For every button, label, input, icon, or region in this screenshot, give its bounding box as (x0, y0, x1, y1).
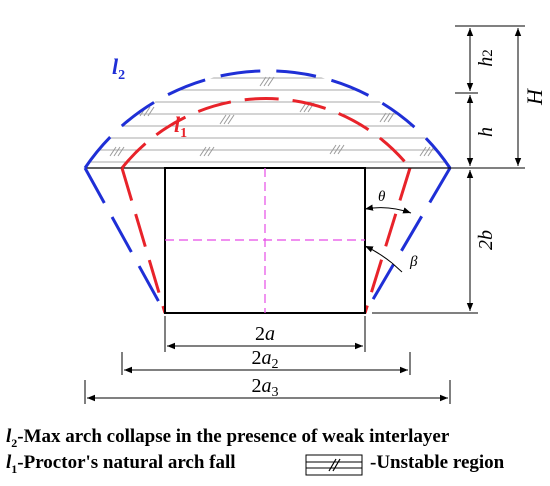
hatch-mark (299, 102, 307, 113)
hatch-mark (207, 146, 215, 157)
hatch-mark (234, 37, 240, 46)
hatch-mark (113, 146, 121, 157)
hatch-mark (203, 146, 211, 157)
hatch-mark (259, 76, 267, 87)
l2-max-arch (83, 69, 452, 314)
hatch-mark (230, 37, 236, 46)
hatch-mark (267, 76, 275, 87)
l2-left-leg (83, 167, 167, 314)
hatch-mark (419, 146, 427, 157)
hatch-mark (423, 146, 431, 157)
hatch-mark (219, 114, 227, 125)
hatch-mark (117, 146, 125, 157)
bottom-dimensions (84, 316, 451, 404)
hatch-mark (379, 112, 387, 123)
beta-arc (364, 245, 393, 264)
hatch-mark (227, 114, 235, 125)
hatch-mark (179, 70, 187, 77)
2b-label: 2b (475, 230, 497, 250)
l1-arch-curve (120, 97, 412, 169)
hatch-mark (337, 144, 345, 155)
hatch-mark (329, 144, 337, 155)
theta-label: θ (378, 189, 386, 205)
l2-label: l2 (112, 54, 125, 83)
hatch-mark (143, 106, 151, 117)
caption-l2: l2-Max arch collapse in the presence of … (6, 426, 450, 450)
caption-l1: l1-Proctor's natural arch fall (6, 452, 236, 476)
hatch-mark (383, 112, 391, 123)
hatch-mark (187, 70, 195, 77)
hatch-mark (147, 106, 155, 117)
hatch-mark (339, 70, 347, 79)
centerlines (165, 168, 365, 313)
2a3-label: 2a3 (252, 375, 279, 400)
hatch-mark (109, 146, 117, 157)
2a-label: 2a (255, 323, 275, 345)
l1-label: l1 (174, 112, 187, 141)
hatch-mark (304, 43, 310, 52)
hatch-mark (387, 112, 395, 123)
theta-arc (364, 204, 412, 214)
beta-label: β (409, 254, 418, 270)
2a2-label: 2a2 (252, 347, 279, 372)
hatch-mark (343, 70, 351, 79)
hatch-mark (347, 70, 355, 79)
hatch-mark (238, 37, 244, 46)
right-dimensions (372, 25, 525, 314)
l1-natural-arch (120, 97, 412, 314)
hatch-mark (263, 76, 271, 87)
hatch-mark (300, 43, 306, 52)
h2-label: h2 (475, 49, 497, 67)
angle-markers (364, 204, 412, 273)
hatch-mark (199, 146, 207, 157)
hatch-mark (223, 114, 231, 125)
l2-right-leg (363, 167, 452, 314)
l1-right-leg (363, 167, 412, 314)
h-label: h (475, 127, 497, 137)
hatch-mark (308, 43, 314, 52)
unstable-region (85, 37, 450, 163)
l1-left-leg (120, 167, 167, 314)
hatch-mark (427, 146, 435, 157)
hatch-mark (183, 70, 191, 77)
unstable-region-legend-icon (305, 454, 363, 476)
legend-unstable-region-text: -Unstable region (370, 452, 505, 473)
hatch-mark (333, 144, 341, 155)
arch-diagram: l2 l1 θ β h2 h H 2b 2a 2a2 2a3 (83, 25, 547, 404)
l2-arch-curve (83, 69, 452, 169)
H-label: H (522, 88, 547, 106)
